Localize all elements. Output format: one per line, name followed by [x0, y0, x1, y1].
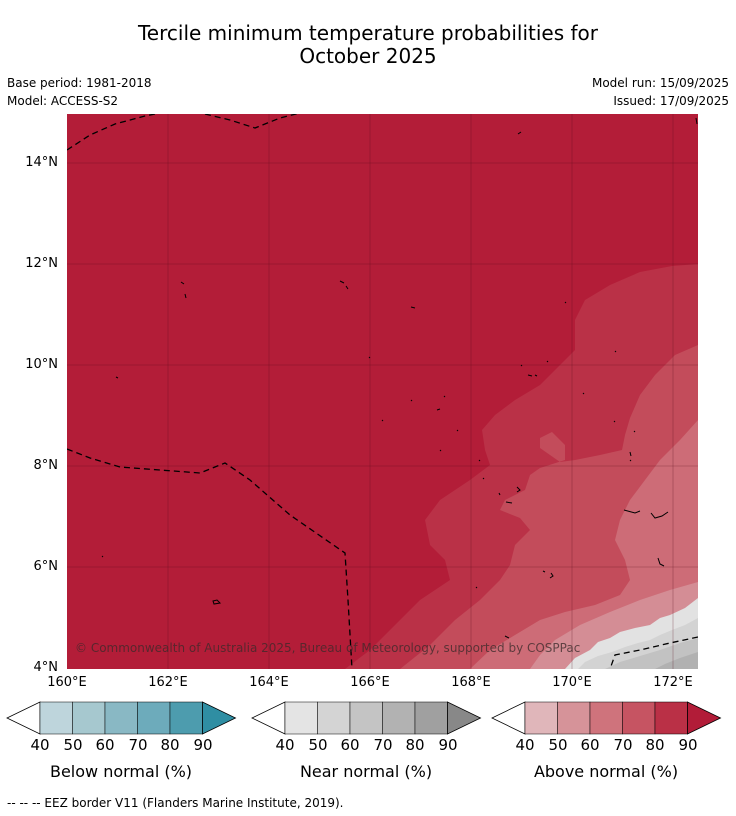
above-normal-colorbar [491, 701, 722, 735]
near-normal-swatch [317, 701, 351, 735]
above-normal-under-swatch [491, 701, 526, 735]
near-normal-under-swatch [251, 701, 286, 735]
below-normal-over-swatch [202, 701, 237, 735]
near-normal-swatch [349, 701, 383, 735]
eez-borders [67, 114, 698, 669]
below-normal-colorbar [6, 701, 237, 735]
below-tick: 90 [193, 736, 213, 754]
above-normal-70-region [400, 345, 698, 669]
meta-left: Base period: 1981-2018 Model: ACCESS-S2 [7, 74, 152, 110]
island-outlines [101, 117, 698, 639]
above-normal-swatch [622, 701, 656, 735]
above-normal-swatch [654, 701, 688, 735]
base-period: Base period: 1981-2018 [7, 76, 152, 90]
near-tick: 60 [340, 736, 360, 754]
x-tick-label: 160°E [47, 675, 87, 690]
model-name: Model: ACCESS-S2 [7, 94, 119, 108]
copyright-notice: © Commonwealth of Australia 2025, Bureau… [75, 641, 581, 655]
x-tick-label: 164°E [249, 675, 289, 690]
below-normal-swatch [137, 701, 171, 735]
above-tick: 70 [613, 736, 633, 754]
near-normal-colorbar [251, 701, 482, 735]
x-tick-label: 170°E [552, 675, 592, 690]
near-tick: 40 [275, 736, 295, 754]
y-tick-label: 12°N [25, 256, 58, 271]
y-tick-label: 10°N [25, 357, 58, 372]
below-tick: 80 [160, 736, 180, 754]
near-tick: 50 [308, 736, 328, 754]
map-plot-area [67, 114, 698, 669]
above-normal-swatch [557, 701, 591, 735]
below-normal-swatch [169, 701, 203, 735]
above-normal-swatch [524, 701, 558, 735]
near-normal-title: Near normal (%) [299, 762, 433, 781]
near-tick: 70 [373, 736, 393, 754]
below-tick: 40 [30, 736, 50, 754]
x-tick-label: 168°E [451, 675, 491, 690]
below-normal-swatch [39, 701, 73, 735]
near-normal-over-swatch [447, 701, 482, 735]
above-tick: 40 [515, 736, 535, 754]
y-tick-label: 14°N [25, 155, 58, 170]
below-tick: 50 [63, 736, 83, 754]
y-tick-label: 8°N [33, 458, 59, 473]
eez-footnote: -- -- -- EEZ border V11 (Flanders Marine… [7, 796, 344, 810]
near-tick: 80 [405, 736, 425, 754]
above-tick: 80 [645, 736, 665, 754]
issued-date: Issued: 17/09/2025 [613, 94, 729, 108]
colorbars [6, 701, 722, 735]
below-normal-swatch [104, 701, 138, 735]
below-normal-under-swatch [6, 701, 41, 735]
near-normal-swatch [382, 701, 416, 735]
above-normal-title: Above normal (%) [533, 762, 679, 781]
below-normal-swatch [72, 701, 106, 735]
above-tick: 90 [678, 736, 698, 754]
near-normal-70-region [655, 652, 698, 669]
above-tick: 50 [548, 736, 568, 754]
title-line-2: October 2025 [299, 44, 437, 68]
above-normal-over-swatch [687, 701, 722, 735]
map-title: Tercile minimum temperature probabilitie… [0, 22, 736, 68]
near-tick: 90 [438, 736, 458, 754]
x-tick-label: 172°E [653, 675, 693, 690]
above-tick: 60 [580, 736, 600, 754]
near-normal-swatch [284, 701, 318, 735]
y-tick-label: 6°N [33, 559, 59, 574]
model-run: Model run: 15/09/2025 [591, 76, 729, 90]
x-tick-label: 162°E [148, 675, 188, 690]
y-tick-label: 4°N [33, 660, 59, 675]
graticule [67, 114, 698, 669]
near-normal-swatch [414, 701, 448, 735]
above-normal-swatch [589, 701, 623, 735]
below-tick: 60 [95, 736, 115, 754]
x-tick-label: 166°E [350, 675, 390, 690]
below-normal-title: Below normal (%) [49, 762, 193, 781]
meta-right: Model run: 15/09/2025 Issued: 17/09/2025 [592, 74, 729, 110]
title-line-1: Tercile minimum temperature probabilitie… [137, 21, 599, 45]
below-tick: 70 [128, 736, 148, 754]
